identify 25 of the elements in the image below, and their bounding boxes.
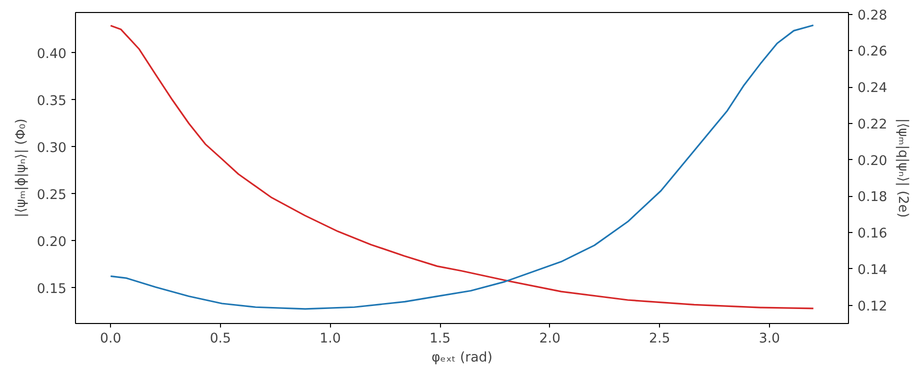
x-tick-label: 2.0 <box>539 332 560 346</box>
y-axis-title: |⟨ψₘ|ϕ|ψₙ⟩| (Φ₀) <box>14 118 29 218</box>
x-tick-label: 1.0 <box>320 332 341 346</box>
y-tick-label: 0.25 <box>36 188 67 203</box>
y-tick-label: 0.15 <box>36 282 67 297</box>
y-tick-label: 0.30 <box>36 140 67 156</box>
y2-axis-title: |⟨ψₘ|q|ψₙ⟩| (2e) <box>895 118 910 218</box>
y2-tick-label: 0.18 <box>858 190 888 206</box>
x-tick-label: 0.5 <box>210 332 232 346</box>
y2-tick-label: 0.24 <box>858 81 888 96</box>
y-tick-label: 0.40 <box>36 46 67 62</box>
x-tick-label: 3.0 <box>758 332 780 346</box>
x-tick-label: 1.5 <box>429 332 451 346</box>
y2-tick-label: 0.26 <box>858 44 888 60</box>
y2-tick-label: 0.28 <box>858 8 888 24</box>
y2-tick-label: 0.16 <box>858 226 888 242</box>
y2-tick-label: 0.20 <box>858 154 888 169</box>
y2-tick-label: 0.22 <box>858 117 888 132</box>
y-tick-label: 0.35 <box>36 94 67 109</box>
y2-tick-label: 0.12 <box>858 299 888 314</box>
x-tick-label: 0.0 <box>100 332 122 346</box>
x-axis-title: φₑₓₜ (rad) <box>432 350 492 366</box>
y2-tick-label: 0.14 <box>858 262 888 278</box>
x-tick-label: 2.5 <box>649 332 670 346</box>
y-tick-label: 0.20 <box>36 234 67 250</box>
